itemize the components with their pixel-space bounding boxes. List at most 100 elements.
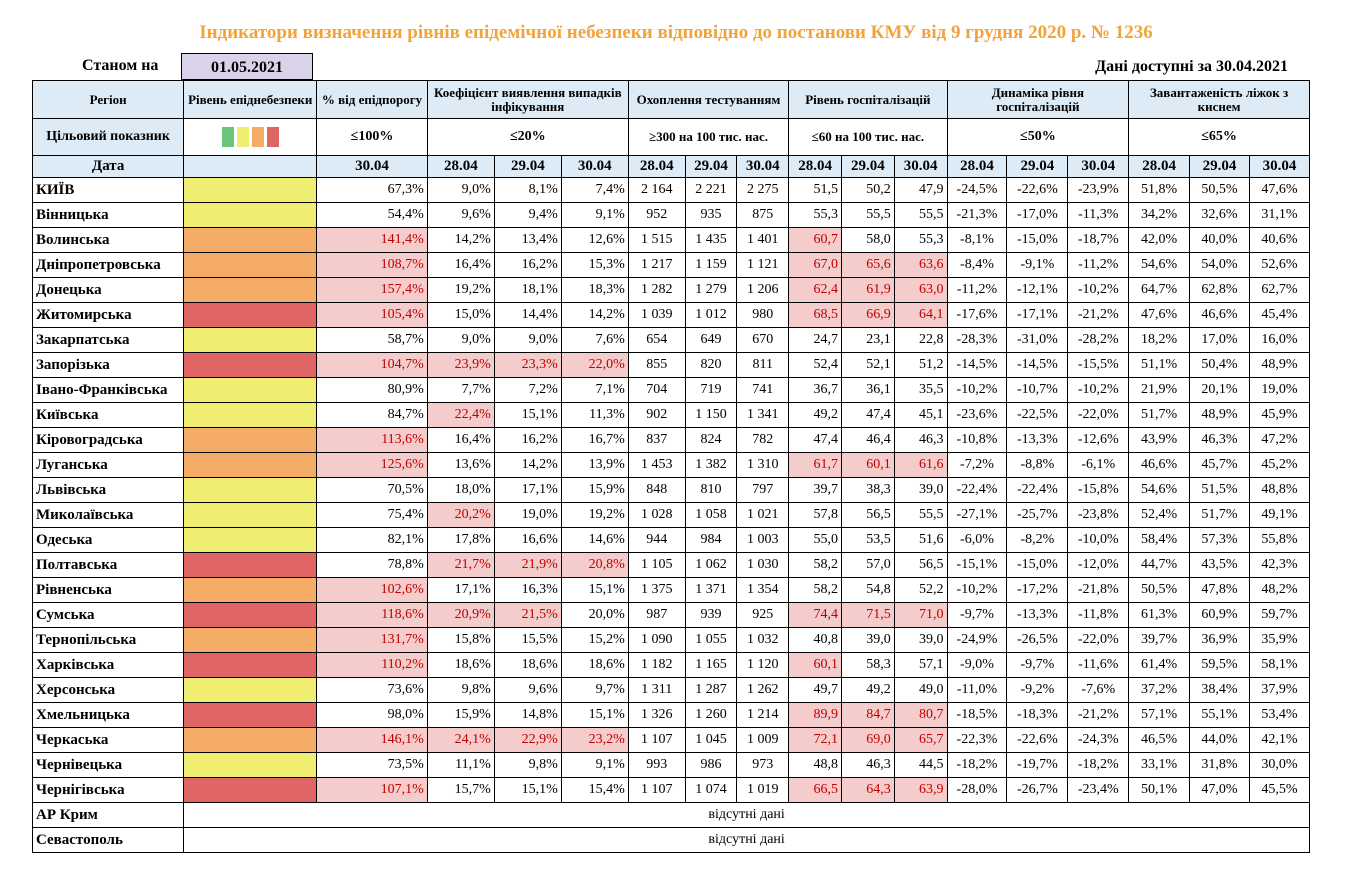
det-cell: 18,0% [426, 477, 495, 503]
dyn-cell: -11,6% [1067, 652, 1130, 678]
hosp-cell: 46,4 [840, 427, 895, 453]
region-name: Рівненська [31, 577, 185, 603]
dyn-cell: -14,5% [946, 352, 1008, 378]
oxy-cell: 51,7% [1189, 502, 1250, 528]
det-cell: 17,8% [426, 527, 495, 553]
dyn-cell: -23,8% [1067, 502, 1130, 528]
oxy-cell: 49,1% [1248, 502, 1311, 528]
test-cell: 837 [627, 427, 686, 453]
oxy-cell: 57,3% [1189, 527, 1250, 553]
det-cell: 23,2% [560, 727, 629, 753]
table-row: Сумська 118,6% 20,9% 21,5% 20,0% 987 939 925 74,… [31, 602, 1311, 628]
test-cell: 654 [627, 327, 686, 353]
det-cell: 15,5% [493, 627, 562, 653]
level-cell [183, 777, 318, 803]
test-cell: 824 [684, 427, 738, 453]
hosp-cell: 65,7 [893, 727, 948, 753]
pct-threshold-cell: 110,2% [316, 652, 428, 678]
table-row: Донецька 157,4% 19,2% 18,1% 18,3% 1 282 1 279 1… [31, 277, 1311, 303]
pct-threshold-cell: 118,6% [316, 602, 428, 628]
dyn-cell: -9,2% [1006, 677, 1069, 703]
pct-threshold-cell: 105,4% [316, 302, 428, 328]
det-cell: 16,6% [493, 527, 562, 553]
region-name: Запорізька [31, 352, 185, 378]
oxy-cell: 20,1% [1189, 377, 1250, 403]
dyn-cell: -12,1% [1006, 277, 1069, 303]
dyn-cell: -31,0% [1006, 327, 1069, 353]
test-cell: 952 [627, 202, 686, 228]
hosp-cell: 84,7 [840, 702, 895, 728]
no-data-cell: відсутні дані [183, 827, 1310, 853]
hosp-cell: 67,0 [788, 252, 842, 278]
det-cell: 9,0% [493, 327, 562, 353]
hosp-cell: 45,1 [893, 402, 948, 428]
test-cell: 1 341 [736, 402, 790, 428]
det-cell: 14,2% [493, 452, 562, 478]
pct-threshold-cell: 102,6% [316, 577, 428, 603]
table-row: Кіровоградська 113,6% 16,4% 16,2% 16,7% 837 82… [31, 427, 1311, 453]
hosp-cell: 53,5 [840, 527, 895, 553]
table-row: Житомирська 105,4% 15,0% 14,4% 14,2% 1 039 1 0… [31, 302, 1311, 328]
det-cell: 15,7% [426, 777, 495, 803]
det-cell: 8,1% [493, 177, 562, 203]
hosp-cell: 51,2 [893, 352, 948, 378]
hosp-cell: 24,7 [788, 327, 842, 353]
hosp-cell: 58,2 [788, 552, 842, 578]
hosp-cell: 55,5 [840, 202, 895, 228]
det-cell: 11,3% [560, 402, 629, 428]
dyn-cell: -18,2% [1067, 752, 1130, 778]
det-cell: 16,4% [426, 427, 495, 453]
test-cell: 1 121 [736, 252, 790, 278]
det-cell: 22,0% [560, 352, 629, 378]
hosp-cell: 57,8 [788, 502, 842, 528]
test-cell: 719 [684, 377, 738, 403]
oxy-cell: 47,2% [1248, 427, 1311, 453]
table-row: Хмельницька 98,0% 15,9% 14,8% 15,1% 1 326 1 26… [31, 702, 1311, 728]
region-name: Сумська [31, 602, 185, 628]
test-cell: 2 221 [684, 177, 738, 203]
test-cell: 1 375 [627, 577, 686, 603]
table-row: Львівська 70,5% 18,0% 17,1% 15,9% 848 810 797 39… [31, 477, 1311, 503]
region-name: Волинська [31, 227, 185, 253]
pct-threshold-cell: 80,9% [316, 377, 428, 403]
test-cell: 1 310 [736, 452, 790, 478]
oxy-cell: 59,7% [1248, 602, 1311, 628]
test-cell: 1 279 [684, 277, 738, 303]
dyn-cell: -15,5% [1067, 352, 1130, 378]
date-hosp-0: 28.04 [788, 155, 842, 178]
test-cell: 1 453 [627, 452, 686, 478]
oxy-cell: 45,9% [1248, 402, 1311, 428]
det-cell: 18,3% [560, 277, 629, 303]
test-cell: 973 [736, 752, 790, 778]
dyn-cell: -8,4% [946, 252, 1008, 278]
test-cell: 1 206 [736, 277, 790, 303]
as-of-label: Станом на [82, 57, 159, 74]
hosp-cell: 39,0 [893, 477, 948, 503]
level-cell [183, 327, 318, 353]
dyn-cell: -22,4% [1006, 477, 1069, 503]
hosp-cell: 55,5 [893, 202, 948, 228]
table-row: Одеська 82,1% 17,8% 16,6% 14,6% 944 984 1 003 55… [31, 527, 1311, 553]
region-name: КИЇВ [31, 177, 185, 203]
oxy-cell: 46,5% [1128, 727, 1191, 753]
oxy-cell: 62,8% [1189, 277, 1250, 303]
det-cell: 15,2% [560, 627, 629, 653]
pct-threshold-cell: 73,6% [316, 677, 428, 703]
level-cell [183, 377, 318, 403]
test-cell: 1 120 [736, 652, 790, 678]
dyn-cell: -22,0% [1067, 402, 1130, 428]
legend-green-swatch [221, 127, 234, 147]
dyn-cell: -15,1% [946, 552, 1008, 578]
dyn-cell: -21,8% [1067, 577, 1130, 603]
test-cell: 1 214 [736, 702, 790, 728]
hosp-cell: 62,4 [788, 277, 842, 303]
table-row: Луганська 125,6% 13,6% 14,2% 13,9% 1 453 1 382… [31, 452, 1311, 478]
det-cell: 17,1% [426, 577, 495, 603]
det-cell: 14,4% [493, 302, 562, 328]
test-cell: 1 371 [684, 577, 738, 603]
test-cell: 1 003 [736, 527, 790, 553]
test-cell: 1 515 [627, 227, 686, 253]
det-cell: 19,2% [426, 277, 495, 303]
pct-threshold-cell: 75,4% [316, 502, 428, 528]
hosp-cell: 55,5 [893, 502, 948, 528]
